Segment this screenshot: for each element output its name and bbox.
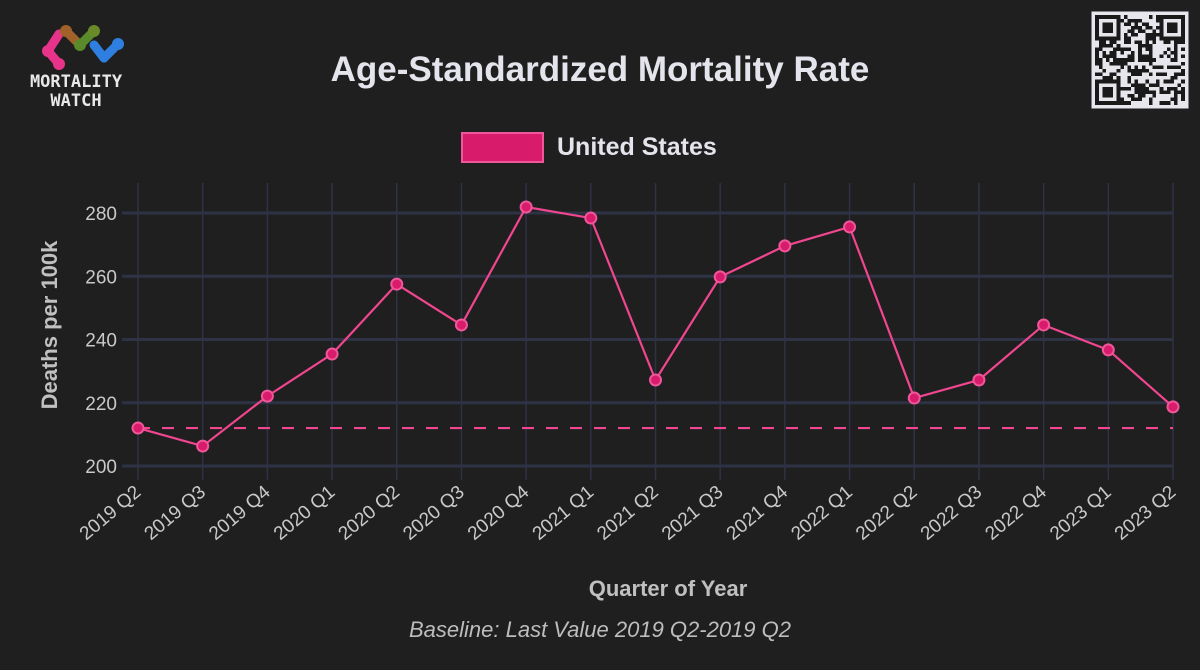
x-axis-title: Quarter of Year — [589, 576, 748, 601]
qr-code-icon[interactable] — [1088, 8, 1192, 112]
legend[interactable]: United States — [461, 132, 717, 163]
x-tick-label: 2023 Q2 — [1111, 482, 1180, 545]
data-point[interactable] — [972, 373, 986, 387]
data-point[interactable] — [1101, 343, 1115, 357]
baseline-caption: Baseline: Last Value 2019 Q2-2019 Q2 — [409, 617, 791, 642]
x-tick-label: 2019 Q2 — [76, 482, 145, 545]
y-tick-label: 260 — [85, 267, 117, 288]
data-point[interactable] — [390, 277, 404, 291]
y-tick-label: 220 — [85, 394, 117, 415]
x-tick-label: 2020 Q2 — [335, 482, 404, 545]
data-point[interactable] — [454, 318, 468, 332]
legend-swatch-united-states[interactable] — [461, 132, 544, 163]
series-points — [131, 200, 1180, 453]
data-point[interactable] — [843, 220, 857, 234]
x-tick-label: 2019 Q4 — [205, 481, 275, 544]
grid — [122, 183, 1174, 480]
y-tick-label: 280 — [85, 204, 117, 225]
y-axis-ticks: 200 220 240 260 280 — [85, 204, 117, 478]
mortality-watch-logo: MORTALITY WATCH — [30, 25, 124, 110]
data-point[interactable] — [649, 373, 662, 387]
x-tick-label: 2021 Q3 — [658, 482, 727, 545]
legend-label-united-states[interactable]: United States — [557, 133, 717, 161]
data-point[interactable] — [584, 211, 598, 225]
data-point[interactable] — [260, 389, 274, 403]
y-axis-title: Deaths per 100k — [37, 240, 62, 410]
data-point[interactable] — [1037, 318, 1051, 332]
chart-title: Age-Standardized Mortality Rate — [331, 50, 870, 89]
x-tick-label: 2022 Q1 — [787, 482, 856, 545]
x-tick-label: 2022 Q2 — [852, 482, 921, 545]
y-tick-label: 200 — [85, 457, 117, 478]
data-point[interactable] — [778, 239, 792, 253]
data-point[interactable] — [131, 421, 145, 435]
x-tick-label: 2022 Q4 — [981, 481, 1051, 544]
x-tick-label: 2023 Q1 — [1046, 482, 1115, 545]
x-tick-label: 2021 Q4 — [723, 481, 793, 544]
logo-text-line1: MORTALITY — [30, 72, 123, 92]
y-tick-label: 240 — [85, 331, 117, 352]
x-tick-label: 2020 Q3 — [399, 482, 468, 545]
logo-text-line2: WATCH — [50, 91, 101, 110]
data-point[interactable] — [519, 200, 533, 214]
data-point[interactable] — [196, 439, 210, 453]
x-tick-label: 2020 Q1 — [270, 482, 339, 545]
x-tick-label: 2021 Q1 — [529, 482, 598, 545]
x-tick-label: 2019 Q3 — [141, 482, 210, 545]
data-point[interactable] — [1166, 400, 1180, 414]
logo-molecule-icon — [42, 25, 124, 70]
x-tick-label: 2020 Q4 — [464, 481, 534, 544]
x-tick-label: 2021 Q2 — [593, 482, 662, 545]
data-point[interactable] — [907, 391, 921, 405]
x-tick-label: 2022 Q3 — [917, 482, 986, 545]
data-point[interactable] — [713, 270, 727, 284]
data-point[interactable] — [325, 347, 339, 361]
